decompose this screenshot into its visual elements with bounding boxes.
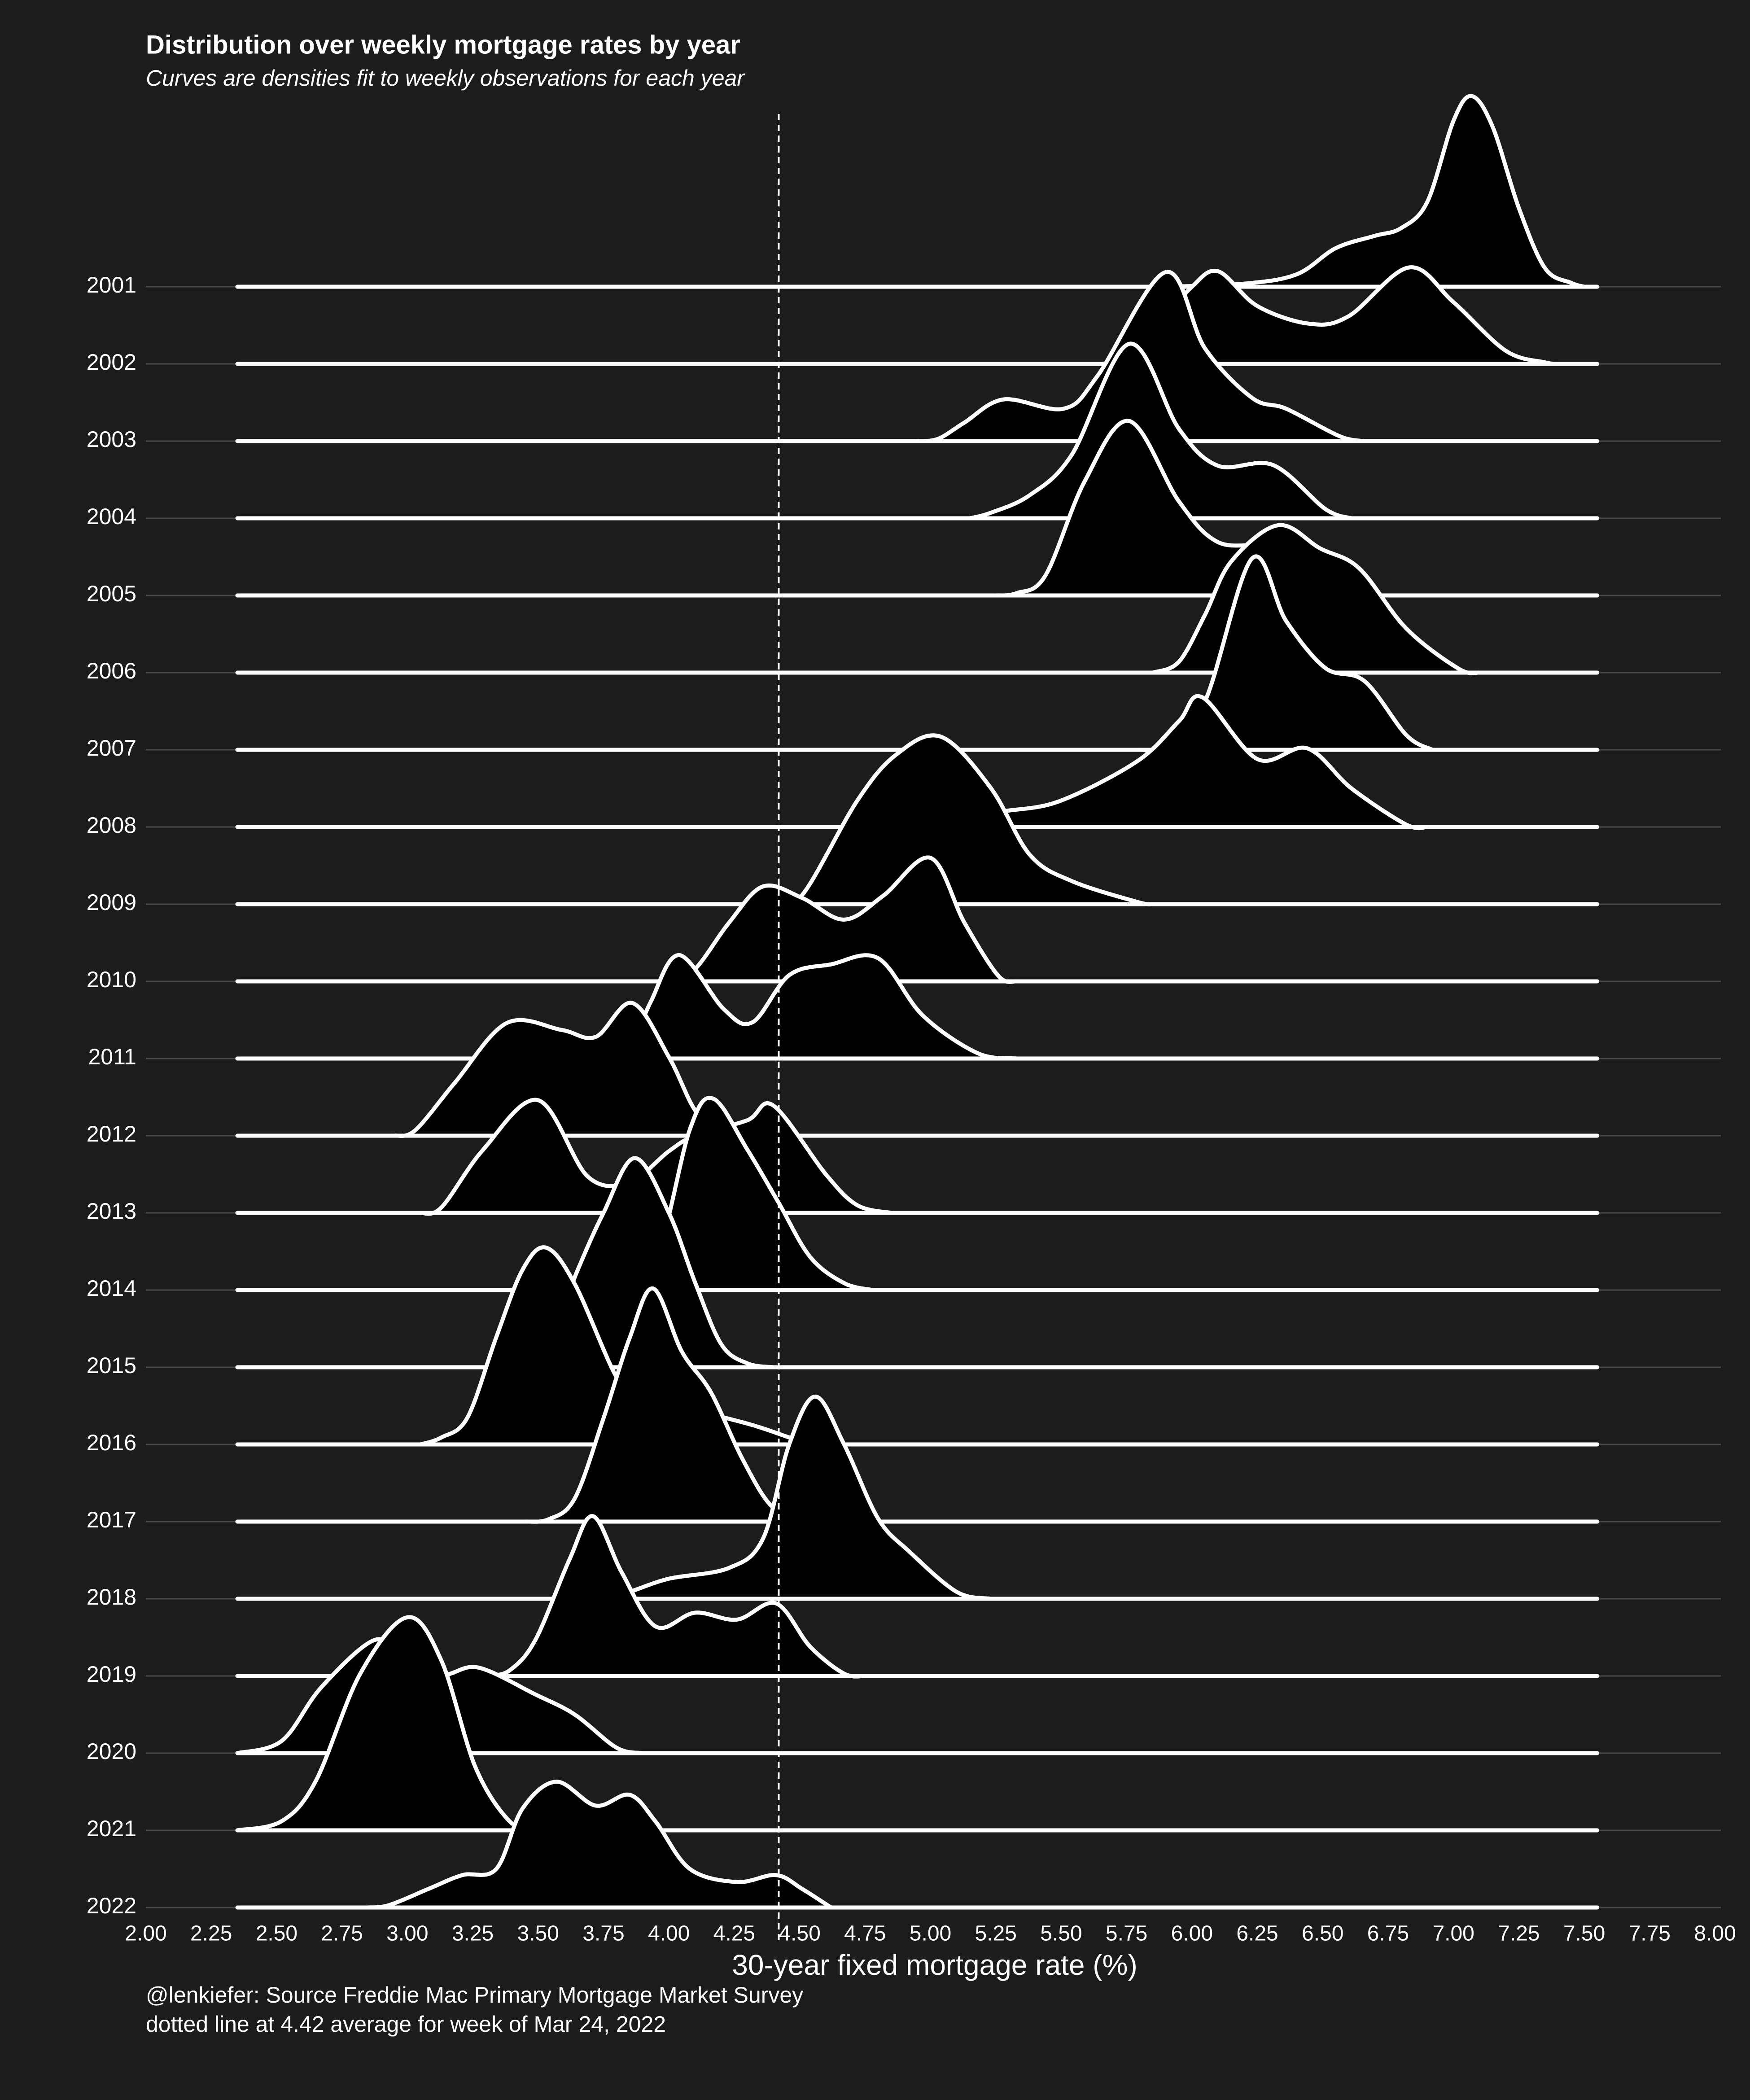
y-tick-label: 2019 [87, 1662, 136, 1687]
density-ridge [235, 855, 1600, 984]
density-ridge [235, 1245, 1600, 1447]
x-tick-label: 5.00 [910, 1922, 951, 1946]
x-tick-label: 7.25 [1498, 1922, 1540, 1946]
y-tick-label: 2022 [87, 1893, 136, 1918]
density-ridge [235, 1514, 1600, 1679]
y-tick-label: 2001 [87, 272, 136, 298]
x-tick-label: 4.25 [713, 1922, 755, 1946]
x-tick-label: 5.25 [975, 1922, 1016, 1946]
x-tick-label: 8.00 [1694, 1922, 1736, 1946]
density-ridge [235, 1098, 1600, 1216]
y-tick-label: 2017 [87, 1507, 136, 1532]
x-tick-label: 5.75 [1106, 1922, 1147, 1946]
x-tick-label: 6.25 [1236, 1922, 1278, 1946]
density-ridge [235, 1394, 1600, 1601]
y-tick-label: 2007 [87, 735, 136, 761]
y-tick-label: 2012 [87, 1121, 136, 1146]
x-tick-label: 2.50 [256, 1922, 298, 1946]
x-tick-label: 2.00 [125, 1922, 166, 1946]
x-axis-title: 30-year fixed mortgage rate (%) [732, 1949, 1138, 1981]
y-tick-label: 2021 [87, 1816, 136, 1841]
x-tick-label: 4.75 [844, 1922, 886, 1946]
x-tick-label: 7.50 [1563, 1922, 1605, 1946]
overlay-layer: 2001 2002 2003 2004 2005 2006 2007 2008 2009 2010… [87, 114, 1736, 1946]
y-tick-label: 2020 [87, 1739, 136, 1764]
y-tick-label: 2010 [87, 967, 136, 992]
y-tick-label: 2005 [87, 581, 136, 606]
x-tick-label: 2.25 [190, 1922, 232, 1946]
x-tick-label: 7.00 [1432, 1922, 1474, 1946]
density-ridge [235, 1286, 1600, 1524]
x-tick-label: 2.75 [321, 1922, 363, 1946]
caption: dotted line at 4.42 average for week of … [146, 2012, 666, 2037]
y-tick-label: 2004 [87, 504, 136, 529]
x-tick-label: 3.25 [452, 1922, 494, 1946]
chart-title: Distribution over weekly mortgage rates … [146, 30, 740, 59]
x-tick-label: 3.00 [386, 1922, 428, 1946]
y-tick-label: 2014 [87, 1276, 136, 1301]
x-tick-label: 6.50 [1302, 1922, 1343, 1946]
y-tick-label: 2006 [87, 658, 136, 683]
y-tick-label: 2015 [87, 1353, 136, 1378]
x-tick-label: 6.75 [1367, 1922, 1409, 1946]
y-tick-label: 2003 [87, 427, 136, 452]
chart-subtitle: Curves are densities fit to weekly obser… [146, 66, 745, 91]
density-ridge [235, 733, 1600, 907]
density-ridge [235, 1001, 1600, 1139]
x-tick-label: 5.50 [1040, 1922, 1082, 1946]
y-tick-label: 2009 [87, 890, 136, 915]
y-tick-label: 2016 [87, 1430, 136, 1455]
y-tick-label: 2002 [87, 350, 136, 375]
x-tick-label: 6.00 [1171, 1922, 1213, 1946]
ridge-layer [235, 94, 1600, 1910]
x-tick-label: 3.75 [582, 1922, 624, 1946]
density-ridge [235, 1615, 1600, 1833]
x-tick-label: 7.75 [1629, 1922, 1671, 1946]
y-tick-label: 2008 [87, 813, 136, 838]
x-tick-label: 3.50 [517, 1922, 559, 1946]
x-tick-label: 4.00 [648, 1922, 690, 1946]
y-tick-label: 2018 [87, 1584, 136, 1610]
density-ridge [235, 270, 1600, 443]
y-tick-label: 2011 [88, 1044, 136, 1069]
x-tick-label: 4.50 [779, 1922, 820, 1946]
density-ridge [235, 341, 1600, 521]
y-tick-label: 2013 [87, 1199, 136, 1224]
density-ridge [235, 1780, 1600, 1910]
density-ridge [235, 94, 1600, 289]
caption: @lenkiefer: Source Freddie Mac Primary M… [146, 1982, 803, 2008]
